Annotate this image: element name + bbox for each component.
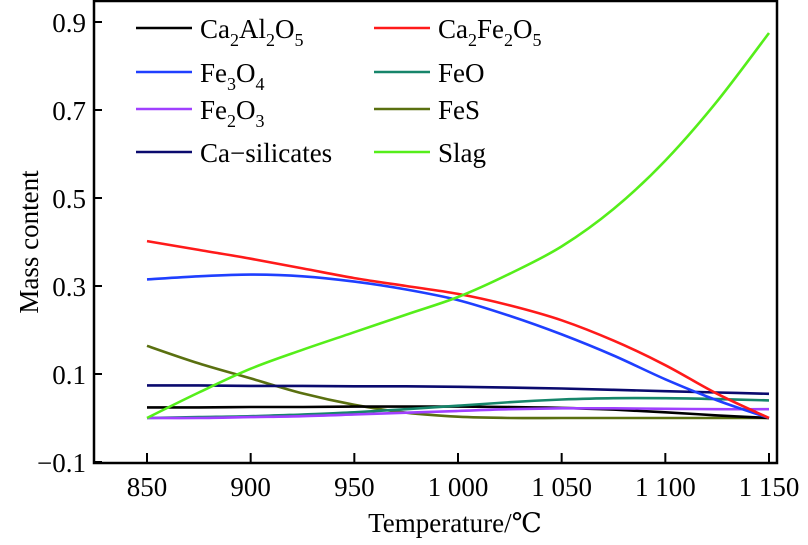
legend-label: Ca2Fe2O5 xyxy=(438,14,542,50)
legend-item-fe2o3: Fe2O3 xyxy=(136,95,265,131)
legend-item-feo: FeO xyxy=(374,58,485,88)
legend-item-slag: Slag xyxy=(374,138,486,168)
y-axis: −0.1 0.1 0.3 0.5 0.7 0.9 xyxy=(37,8,102,478)
legend-item-fes: FeS xyxy=(374,95,480,125)
x-tick-label: 950 xyxy=(334,472,375,502)
legend-label: Ca−silicates xyxy=(200,138,332,168)
y-tick-label: 0.7 xyxy=(52,96,86,126)
legend-label: Fe2O3 xyxy=(200,95,265,131)
legend-label: FeO xyxy=(438,58,485,88)
legend-item-ca-silicates: Ca−silicates xyxy=(136,138,332,168)
plot-frame xyxy=(92,0,779,465)
legend-label: Ca2Al2O5 xyxy=(200,14,304,50)
series-line-fe2o3 xyxy=(146,406,770,420)
x-tick-label: 850 xyxy=(127,472,168,502)
series-line-ca-silicates xyxy=(147,384,770,396)
legend-label: FeS xyxy=(438,95,480,125)
x-axis: 850 900 950 1 000 1 050 1 100 1 150 xyxy=(127,453,800,502)
series-line-ca2fe2o5 xyxy=(146,239,770,420)
legend-label: Slag xyxy=(438,138,486,168)
x-axis-title: Temperature/℃ xyxy=(368,508,542,538)
series-lines xyxy=(146,32,771,420)
y-tick-label: 0.9 xyxy=(52,8,86,38)
series-line-fe3o4 xyxy=(146,273,770,420)
x-tick-label: 1 050 xyxy=(531,472,592,502)
x-tick-label: 1 100 xyxy=(635,472,696,502)
legend-item-ca2al2o5: Ca2Al2O5 xyxy=(136,14,304,50)
legend-item-ca2fe2o5: Ca2Fe2O5 xyxy=(374,14,542,50)
y-tick-label: −0.1 xyxy=(37,448,86,478)
legend-item-fe3o4: Fe3O4 xyxy=(136,58,265,94)
series-line-fes xyxy=(146,344,769,420)
y-axis-title: Mass content xyxy=(14,170,44,314)
x-tick-label: 1 150 xyxy=(739,472,800,502)
x-tick-label: 1 000 xyxy=(428,472,489,502)
x-tick-label: 900 xyxy=(230,472,271,502)
y-tick-label: 0.5 xyxy=(52,184,86,214)
legend-label: Fe3O4 xyxy=(200,58,265,94)
series-line-slag xyxy=(146,32,771,420)
y-tick-label: 0.1 xyxy=(52,360,86,390)
y-tick-label: 0.3 xyxy=(52,272,86,302)
